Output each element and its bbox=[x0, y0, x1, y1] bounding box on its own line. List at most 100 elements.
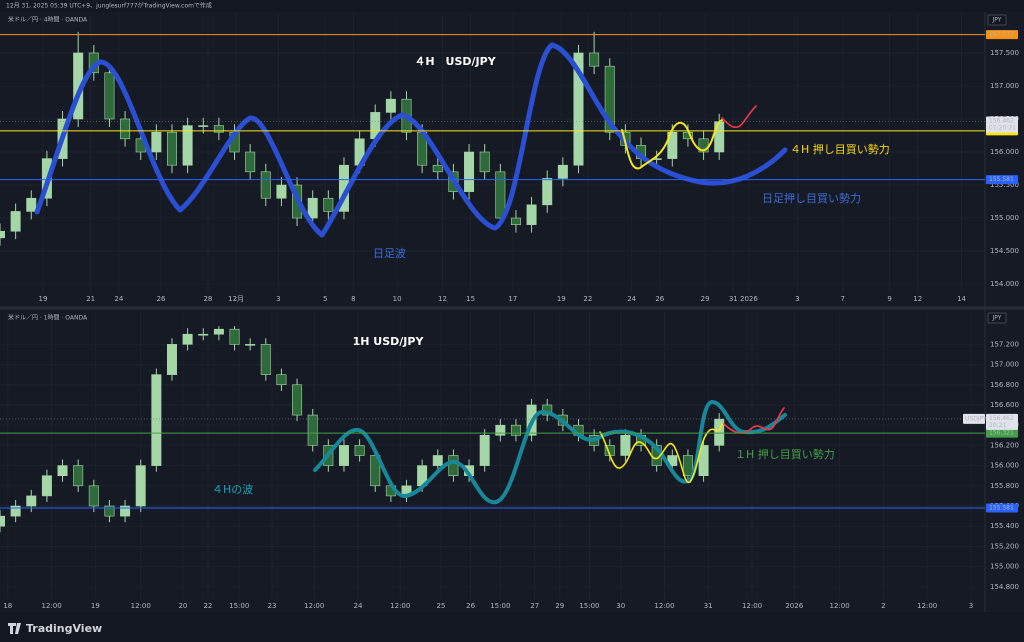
candle-body bbox=[26, 495, 37, 507]
candle-body bbox=[667, 131, 678, 159]
candle-body bbox=[526, 204, 537, 225]
candle-body bbox=[260, 344, 271, 375]
x-tick-label: 8 bbox=[351, 295, 355, 303]
x-tick-label: 19 bbox=[557, 295, 566, 303]
candle-body bbox=[0, 515, 5, 527]
logo bbox=[8, 623, 21, 634]
candle-body bbox=[104, 505, 115, 517]
annotation: ４H 押し目買い勢力 bbox=[790, 142, 890, 156]
x-tick-label: 15 bbox=[466, 295, 475, 303]
x-tick-label: 12:00 bbox=[917, 602, 937, 610]
y-tick-label: 155.800 bbox=[990, 482, 1019, 490]
4h-wave bbox=[621, 119, 723, 170]
y-tick-label: 154.500 bbox=[990, 247, 1019, 255]
price-tag bbox=[986, 503, 1018, 513]
x-tick-label: 15:00 bbox=[229, 602, 249, 610]
annotation: １H 押し目買い勢力 bbox=[735, 447, 835, 461]
candle-body bbox=[714, 121, 725, 153]
daily-wave bbox=[34, 42, 788, 238]
candle-body bbox=[260, 171, 271, 199]
candle-body bbox=[229, 328, 240, 345]
footer: TradingView bbox=[8, 622, 102, 635]
candle-body bbox=[714, 418, 725, 446]
4h-wave bbox=[313, 400, 787, 505]
candle-body bbox=[10, 505, 21, 517]
x-tick-label: 12:00 bbox=[390, 602, 410, 610]
y-tick-label: 156.200 bbox=[990, 441, 1019, 449]
price-tag bbox=[986, 30, 1018, 40]
x-tick-label: 28 bbox=[203, 295, 212, 303]
x-tick-label: 29 bbox=[555, 602, 564, 610]
symbol-tag-label: USDJPY bbox=[965, 415, 987, 422]
x-tick-label: 31 bbox=[729, 295, 738, 303]
candle-body bbox=[432, 164, 443, 173]
1h-wave bbox=[599, 423, 723, 483]
currency-box bbox=[987, 312, 1007, 324]
grid bbox=[0, 14, 985, 292]
x-tick-label: 10 bbox=[393, 295, 402, 303]
last-price-label: 156.462 bbox=[989, 415, 1014, 422]
price-tag-label: 156.321 bbox=[989, 430, 1014, 437]
x-tick-label: 5 bbox=[323, 295, 327, 303]
x-tick-label: 12 bbox=[913, 295, 922, 303]
x-tick-label: 3 bbox=[969, 602, 973, 610]
x-tick-label: 12月 bbox=[228, 295, 244, 303]
candle-body bbox=[73, 465, 84, 487]
candle-body bbox=[464, 151, 475, 192]
x-tick-label: 26 bbox=[157, 295, 166, 303]
candle-body bbox=[557, 164, 568, 179]
x-tick-label: 26 bbox=[655, 295, 664, 303]
candle-body bbox=[620, 434, 631, 456]
candle-body bbox=[323, 197, 334, 212]
y-tick-label: 156.600 bbox=[990, 401, 1019, 409]
candle-body bbox=[510, 424, 521, 436]
x-tick-label: 12:00 bbox=[131, 602, 151, 610]
price-tag-label: 155.581 bbox=[989, 176, 1014, 183]
x-tick-label: 24 bbox=[627, 295, 636, 303]
candle-body bbox=[589, 52, 600, 67]
candle-body bbox=[292, 384, 303, 416]
x-tick-label: 26 bbox=[466, 602, 475, 610]
candle-body bbox=[307, 414, 318, 446]
candle-body bbox=[495, 424, 506, 436]
y-tick-label: 157.500 bbox=[990, 49, 1019, 57]
x-tick-label: 12 bbox=[438, 295, 447, 303]
x-tick-label: 18 bbox=[3, 602, 12, 610]
candle-body bbox=[182, 333, 193, 345]
x-tick-label: 7 bbox=[840, 295, 844, 303]
candle-body bbox=[698, 445, 709, 477]
grid bbox=[0, 312, 985, 600]
candle-body bbox=[432, 455, 443, 466]
x-tick-label: 21 bbox=[86, 295, 95, 303]
y-tick-label: 155.000 bbox=[990, 563, 1019, 571]
x-tick-label: 12:00 bbox=[304, 602, 324, 610]
x-tick-label: 22 bbox=[583, 295, 592, 303]
y-tick-label: 157.200 bbox=[990, 340, 1019, 348]
drawings bbox=[34, 42, 788, 238]
y-tick-label: 155.400 bbox=[990, 522, 1019, 530]
candle-body bbox=[573, 52, 584, 166]
y-tick-label: 156.800 bbox=[990, 381, 1019, 389]
x-tick-label: 2026 bbox=[785, 602, 803, 610]
x-tick-label: 31 bbox=[704, 602, 713, 610]
last-price-tag bbox=[986, 116, 1018, 133]
candle-body bbox=[276, 184, 287, 199]
last-price-tag bbox=[986, 413, 1018, 430]
x-tick-label: 27 bbox=[530, 602, 539, 610]
candle-body bbox=[479, 434, 490, 466]
y-tick-label: 155.500 bbox=[990, 181, 1019, 189]
annotation: 日足波 bbox=[373, 247, 406, 260]
candle-body bbox=[166, 344, 177, 375]
x-tick-label: 30 bbox=[616, 602, 625, 610]
candle-body bbox=[10, 211, 21, 232]
x-tick-label: 3 bbox=[795, 295, 799, 303]
price-tag-label: 157.777 bbox=[989, 31, 1014, 38]
candle-body bbox=[151, 374, 162, 466]
countdown: 20:21 bbox=[989, 422, 1006, 429]
candle-body bbox=[245, 344, 256, 346]
candle-body bbox=[307, 197, 318, 219]
candle-body bbox=[166, 131, 177, 166]
candle-body bbox=[495, 171, 506, 219]
price-tag bbox=[986, 175, 1018, 185]
y-tick-label: 154.000 bbox=[990, 280, 1019, 288]
